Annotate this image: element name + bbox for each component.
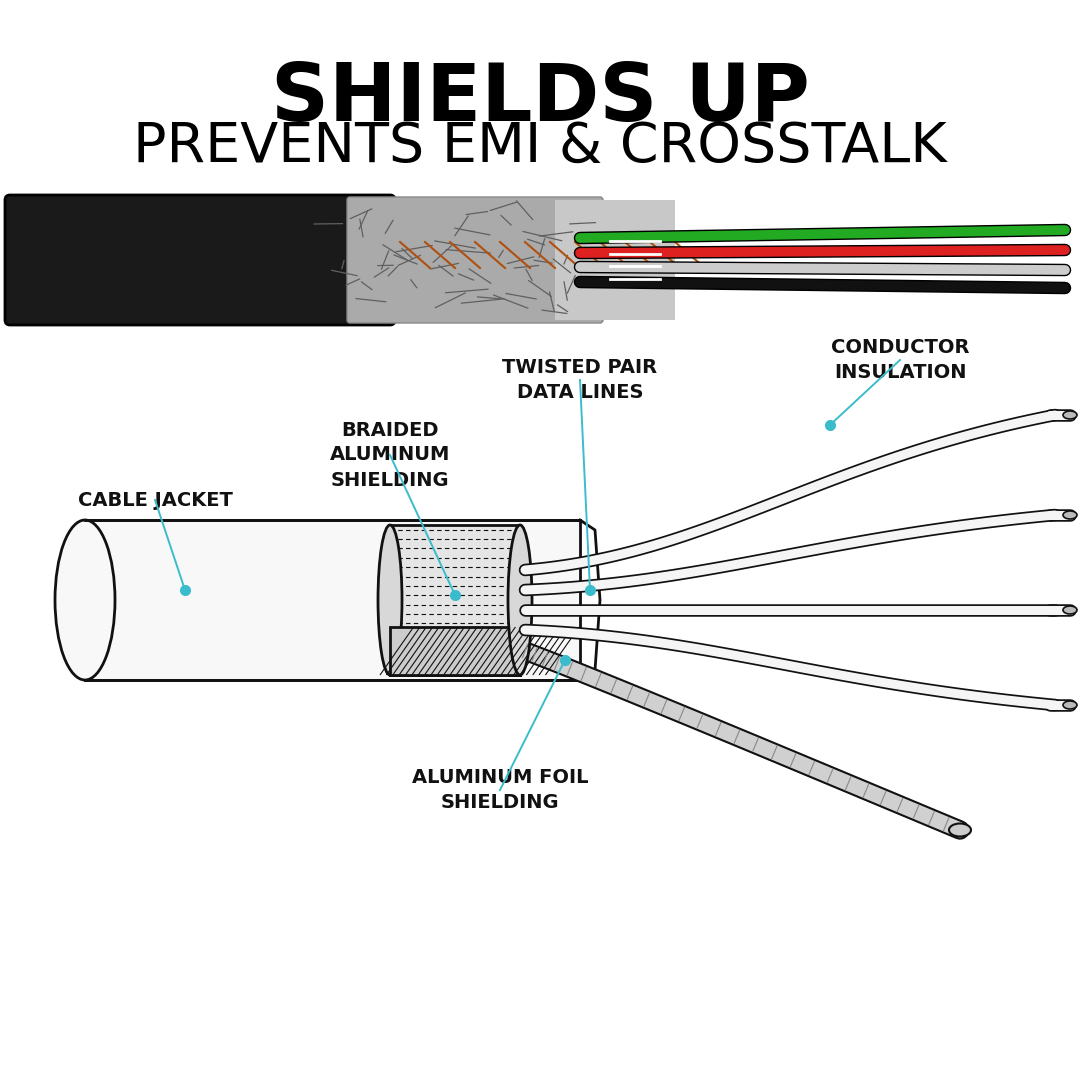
Text: BRAIDED
ALUMINUM
SHIELDING: BRAIDED ALUMINUM SHIELDING [329,420,450,489]
Text: CONDUCTOR
INSULATION: CONDUCTOR INSULATION [831,338,969,382]
Ellipse shape [1063,511,1077,519]
FancyBboxPatch shape [390,525,519,675]
FancyBboxPatch shape [347,197,603,323]
Text: SHIELDS UP: SHIELDS UP [271,60,809,138]
Text: PREVENTS EMI & CROSSTALK: PREVENTS EMI & CROSSTALK [133,120,947,174]
Ellipse shape [1063,606,1077,615]
Ellipse shape [1063,701,1077,708]
FancyBboxPatch shape [5,195,395,325]
FancyBboxPatch shape [555,200,675,320]
Ellipse shape [508,525,532,675]
Text: ALUMINUM FOIL
SHIELDING: ALUMINUM FOIL SHIELDING [411,768,589,812]
Ellipse shape [949,823,971,837]
Text: TWISTED PAIR
DATA LINES: TWISTED PAIR DATA LINES [502,357,658,402]
Ellipse shape [378,525,402,675]
FancyBboxPatch shape [85,519,580,680]
Ellipse shape [1063,411,1077,419]
FancyBboxPatch shape [390,627,519,675]
Text: CABLE JACKET: CABLE JACKET [78,490,232,510]
Ellipse shape [55,519,114,680]
